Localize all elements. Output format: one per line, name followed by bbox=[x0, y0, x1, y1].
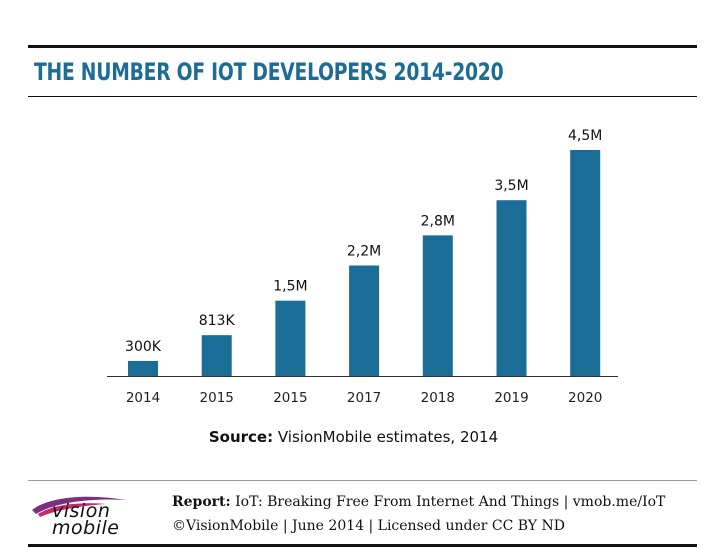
title-rule bbox=[28, 96, 697, 97]
data-label: 1,5M bbox=[273, 279, 307, 295]
data-labels: 300K 813K 1,5M 2,2M 2,8M 3,5M 4,5M bbox=[125, 128, 602, 355]
logo-line-1: vision bbox=[52, 500, 111, 522]
logo-line-2: mobile bbox=[52, 517, 120, 539]
bar-2020-6 bbox=[570, 150, 601, 376]
report-text: IoT: Breaking Free From Internet And Thi… bbox=[235, 494, 666, 510]
data-label: 300K bbox=[125, 339, 162, 355]
data-label: 2,2M bbox=[347, 244, 381, 260]
x-tick-label: 2020 bbox=[568, 390, 602, 406]
chart-title: THE NUMBER OF IOT DEVELOPERS 2014-2020 bbox=[34, 58, 504, 86]
report-line: Report: IoT: Breaking Free From Internet… bbox=[172, 494, 665, 510]
data-label: 2,8M bbox=[421, 213, 455, 229]
bar-2017-3 bbox=[349, 265, 380, 376]
x-tick-label: 2018 bbox=[421, 390, 455, 406]
source-label: Source: bbox=[208, 428, 274, 446]
data-label: 3,5M bbox=[494, 178, 528, 194]
bottom-rule bbox=[28, 544, 697, 547]
footer-rule-top bbox=[28, 480, 697, 481]
x-tick-label: 2015 bbox=[200, 390, 234, 406]
bar-2018-4 bbox=[422, 235, 453, 376]
data-label: 4,5M bbox=[568, 128, 602, 144]
bar-2019-5 bbox=[496, 200, 527, 376]
top-rule bbox=[28, 45, 697, 48]
visionmobile-logo: vision mobile bbox=[30, 490, 140, 538]
bar-2015-1 bbox=[201, 335, 232, 376]
footer: vision mobile Report: IoT: Breaking Free… bbox=[0, 480, 707, 540]
report-label: Report: bbox=[172, 494, 231, 510]
x-tick-label: 2017 bbox=[347, 390, 381, 406]
x-tick-label: 2014 bbox=[126, 390, 160, 406]
source-text: VisionMobile estimates, 2014 bbox=[277, 428, 499, 446]
x-tick-labels: 2014 2015 2015 2017 2018 2019 2020 bbox=[126, 390, 603, 406]
bar-group bbox=[128, 150, 601, 376]
copyright-line: ©VisionMobile | June 2014 | Licensed und… bbox=[172, 518, 565, 534]
x-tick-label: 2015 bbox=[273, 390, 307, 406]
bar-chart: 2014 2015 2015 2017 2018 2019 2020 300K 813K 1,5… bbox=[107, 128, 618, 406]
bar-2014-0 bbox=[128, 360, 158, 376]
x-tick-label: 2019 bbox=[494, 390, 528, 406]
data-label: 813K bbox=[199, 313, 236, 329]
source-note: Source: VisionMobile estimates, 2014 bbox=[0, 428, 707, 446]
bar-2015-2 bbox=[275, 300, 306, 376]
